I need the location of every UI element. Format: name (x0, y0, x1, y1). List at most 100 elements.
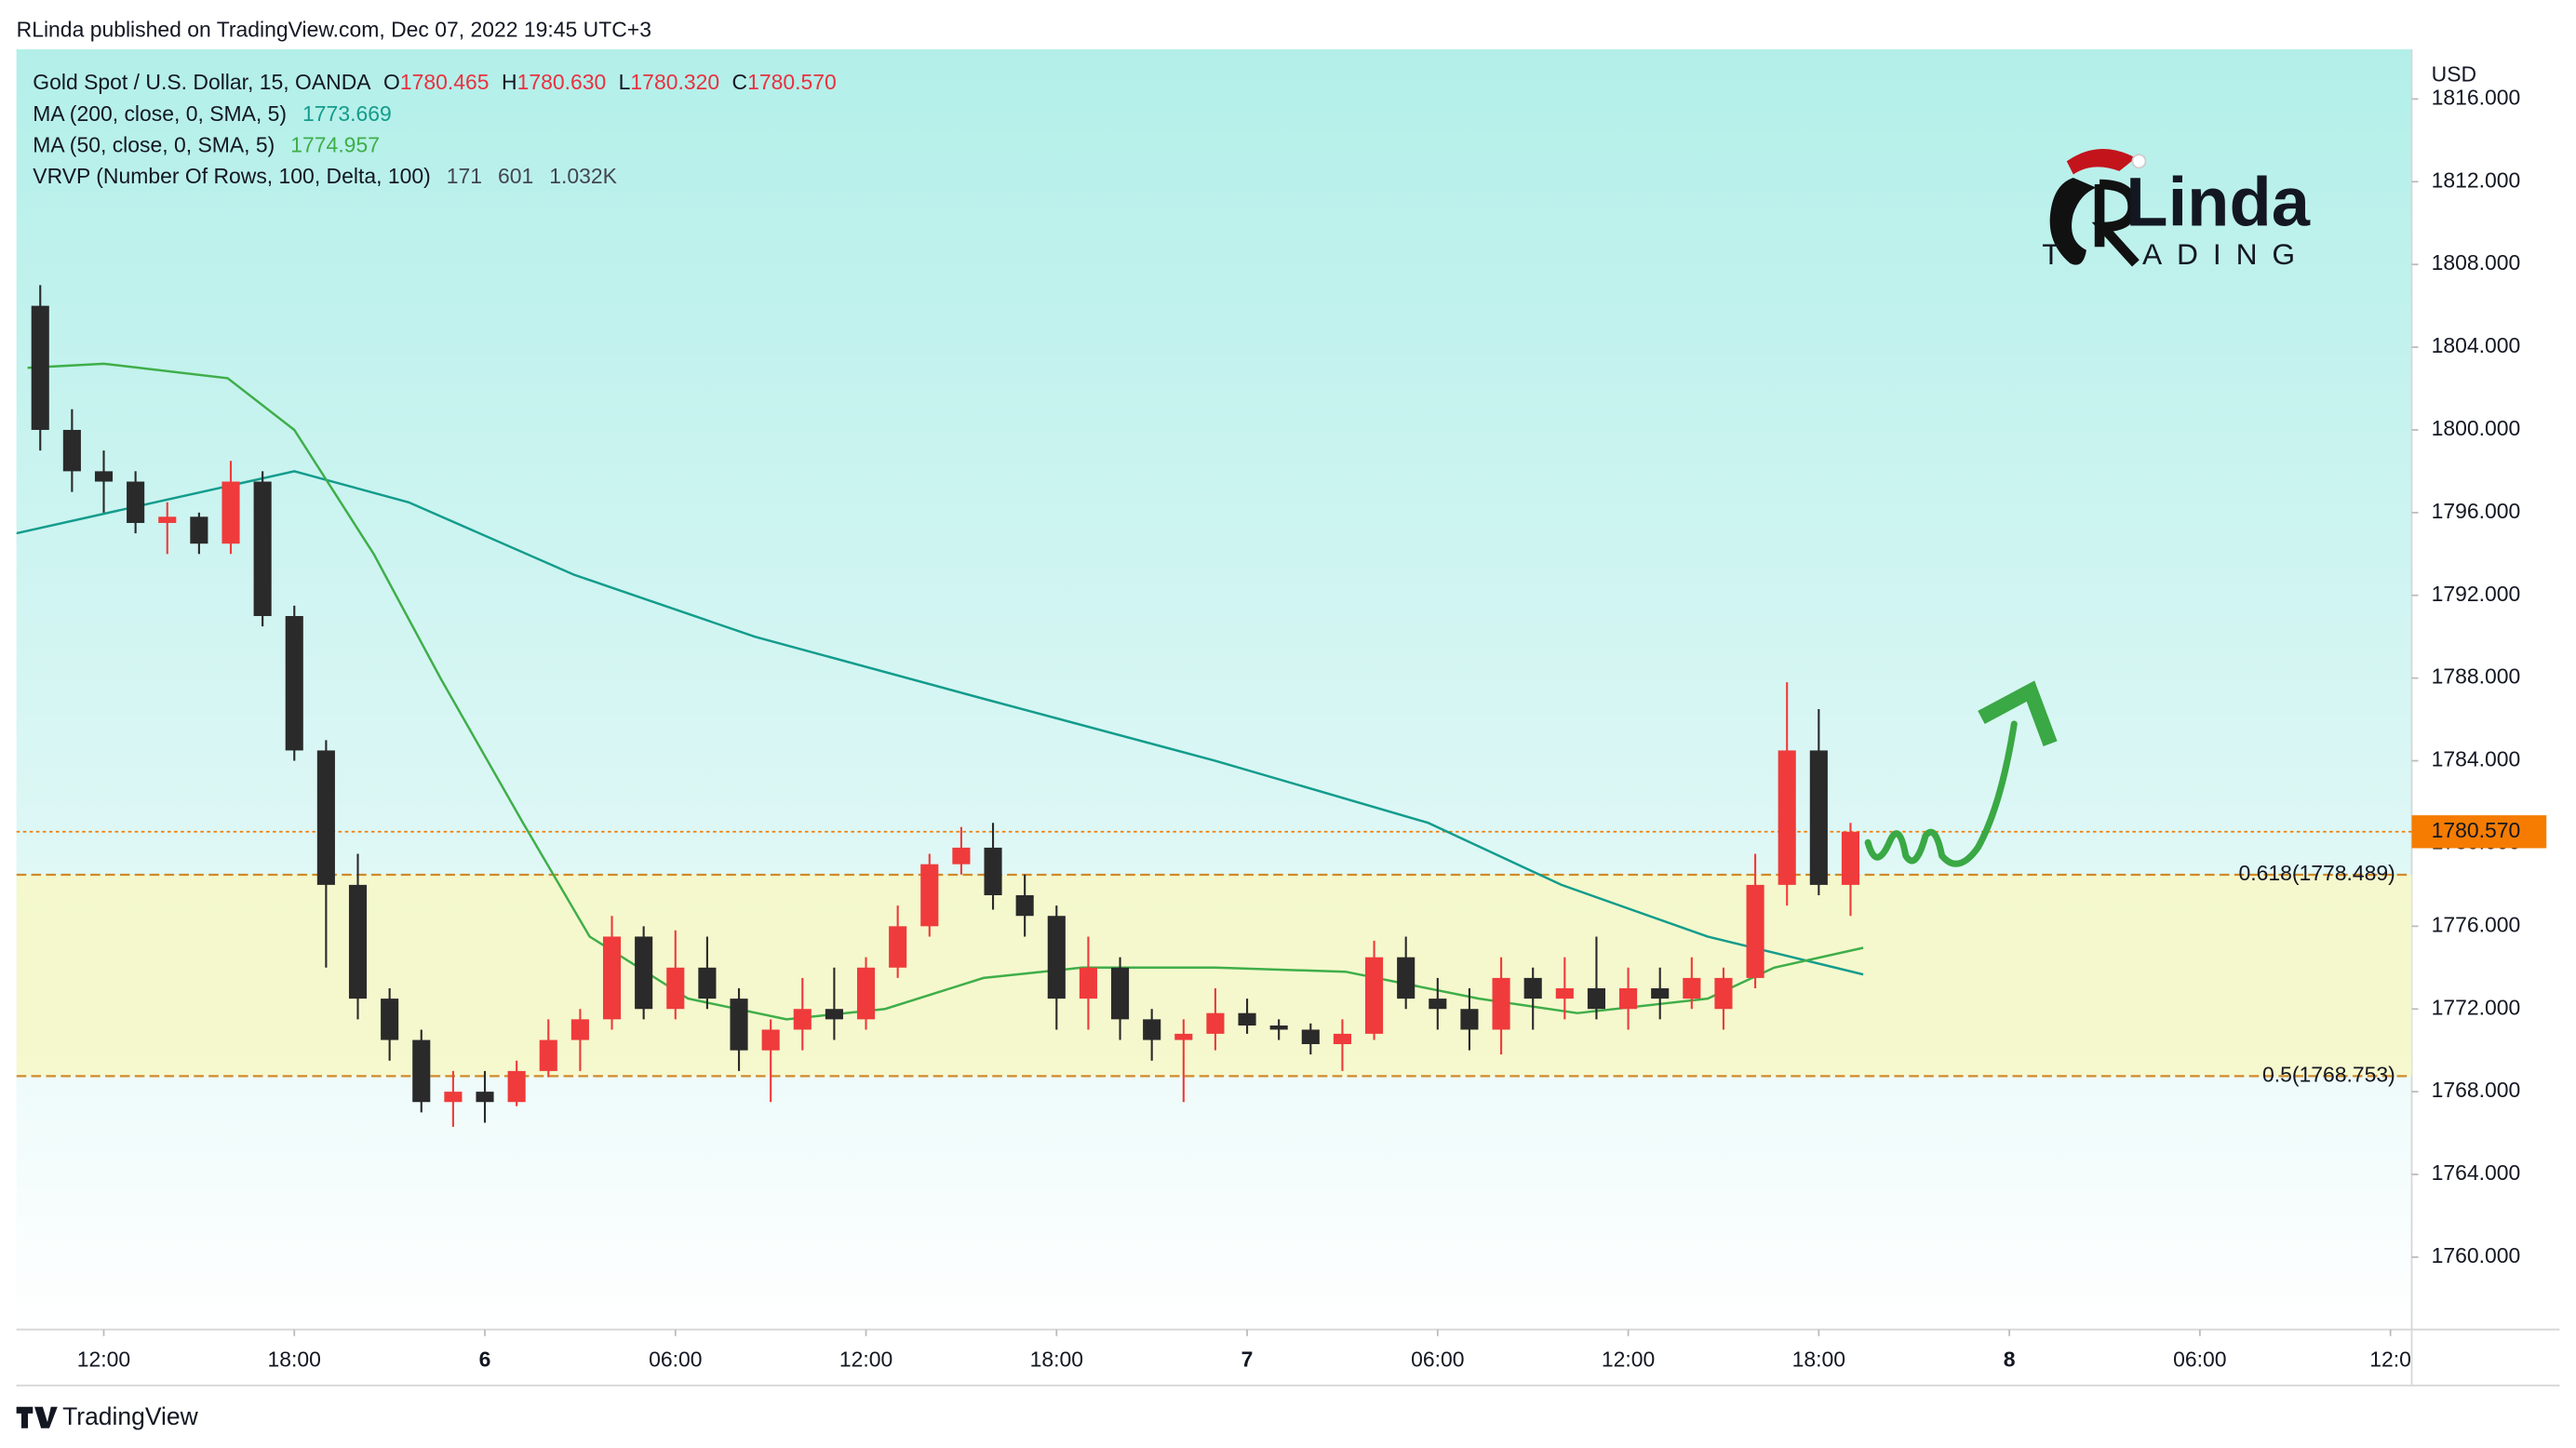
x-tick-label: 12:00 (839, 1347, 892, 1371)
candle-body (666, 967, 685, 1010)
y-tick-label: 1776.000 (2432, 912, 2521, 936)
candle-body (221, 481, 240, 544)
legend-vrvp: VRVP (Number Of Rows, 100, Delta, 100) 1… (33, 164, 617, 188)
candle-body (920, 864, 939, 927)
candle-body (1460, 1009, 1479, 1030)
candle-body (158, 516, 177, 523)
ohlc-key: H (502, 70, 517, 94)
fib-zone (16, 875, 2412, 1077)
candle-body (476, 1092, 494, 1103)
x-tick-label: 12:00 (1602, 1347, 1655, 1371)
logo: Linda T ADING (2042, 148, 2311, 271)
currency: USD (2432, 61, 2476, 86)
logo-hat-ball (2131, 154, 2147, 169)
x-tick-label: 6 (479, 1347, 491, 1371)
vrvp-name: VRVP (Number Of Rows, 100, Delta, 100) (33, 164, 430, 188)
x-tick-label: 12:0 (2369, 1347, 2411, 1371)
candle-body (507, 1070, 526, 1103)
ohlc-value: 1780.630 (517, 70, 607, 94)
candle-body (412, 1039, 431, 1103)
ohlc-value: 1780.320 (630, 70, 719, 94)
candle-body (1492, 977, 1510, 1030)
ohlc-key: O (383, 70, 400, 94)
vrvp-value: 1.032K (549, 164, 617, 188)
y-tick-label: 1796.000 (2432, 499, 2521, 523)
price-axis (2411, 49, 2560, 1330)
candle-body (1174, 1033, 1193, 1040)
candle-body (1429, 999, 1447, 1010)
logo-r (2091, 179, 2140, 267)
legend-ma: MA (50, close, 0, SMA, 5) 1774.957 (33, 132, 380, 156)
y-tick-label: 1768.000 (2432, 1078, 2521, 1102)
y-tick-label: 1788.000 (2432, 664, 2521, 689)
tv-logo (16, 1406, 58, 1428)
candle-body (602, 936, 622, 1020)
ma-value: 1774.957 (290, 132, 380, 156)
ma-value: 1773.669 (302, 101, 392, 126)
candle-body (730, 999, 748, 1051)
x-tick-label: 18:00 (1030, 1347, 1083, 1371)
candle-body (381, 999, 399, 1040)
candle-body (1746, 884, 1764, 978)
logo-word: Linda (2126, 163, 2310, 240)
candle-body (1809, 750, 1828, 885)
symbol: Gold Spot / U.S. Dollar, 15, OANDA (33, 70, 371, 94)
candle-body (856, 967, 876, 1020)
footer-brand: TradingView (62, 1402, 199, 1430)
y-tick-label: 1808.000 (2432, 250, 2521, 275)
candle-body (889, 926, 907, 968)
candle-body (1397, 957, 1415, 999)
ma-name: MA (200, close, 0, SMA, 5) (33, 101, 287, 126)
y-tick-label: 1812.000 (2432, 168, 2521, 192)
candle-body (316, 750, 335, 885)
logo-hat (2066, 148, 2136, 175)
x-tick-label: 7 (1241, 1347, 1254, 1371)
candle-body (539, 1039, 557, 1071)
candle-body (1238, 1012, 1256, 1026)
candle-body (1079, 967, 1097, 999)
candle-body (1841, 831, 1860, 885)
candle-body (1619, 988, 1638, 1010)
y-tick-label: 1800.000 (2432, 416, 2521, 440)
candle-body (31, 305, 49, 430)
x-axis: 12:00 18:00 6 06:00 12:00 18:00 7 06:00 12:00 18:… (77, 1329, 2411, 1371)
candle-body (1206, 1012, 1225, 1034)
candle-body (1683, 977, 1701, 999)
candle-body (1110, 967, 1130, 1020)
y-tick-label: 1764.000 (2432, 1160, 2521, 1185)
candle-body (1333, 1033, 1351, 1045)
x-tick-label: 06:00 (649, 1347, 702, 1371)
candle-body (444, 1092, 463, 1103)
x-tick-label: 12:00 (77, 1347, 130, 1371)
fib-label: 0.5(1768.753) (2262, 1062, 2395, 1086)
candle-body (1143, 1019, 1161, 1040)
vrvp-value: 171 (447, 164, 482, 188)
x-tick-label: 8 (2004, 1347, 2016, 1371)
candle-body (190, 516, 208, 544)
candle-body (62, 429, 81, 472)
y-tick-label: 1816.000 (2432, 85, 2521, 109)
plot (16, 285, 2412, 1127)
y-tick-label: 1792.000 (2432, 582, 2521, 606)
x-tick-label: 18:00 (268, 1347, 321, 1371)
y-tick-label: 1804.000 (2432, 333, 2521, 357)
candle-body (952, 847, 971, 865)
candle-body (285, 615, 303, 751)
logo-t: T (2042, 237, 2074, 271)
ohlc-value: 1780.570 (747, 70, 837, 94)
ma-name: MA (50, close, 0, SMA, 5) (33, 132, 275, 156)
candle-body (1651, 988, 1670, 999)
fib-label: 0.618(1778.489) (2238, 861, 2395, 885)
price-tag (2411, 815, 2547, 849)
candle-body (570, 1019, 589, 1040)
candle-body (253, 481, 272, 616)
plot-bg (16, 49, 2412, 1330)
candle-body (761, 1029, 780, 1051)
candle-body (1301, 1029, 1320, 1045)
y-tick-label: 1760.000 (2432, 1243, 2521, 1267)
x-tick-label: 18:00 (1792, 1347, 1845, 1371)
candle-body (127, 481, 145, 523)
candle-body (1365, 957, 1384, 1034)
candle-body (984, 847, 1002, 895)
candle-body (825, 1009, 843, 1020)
